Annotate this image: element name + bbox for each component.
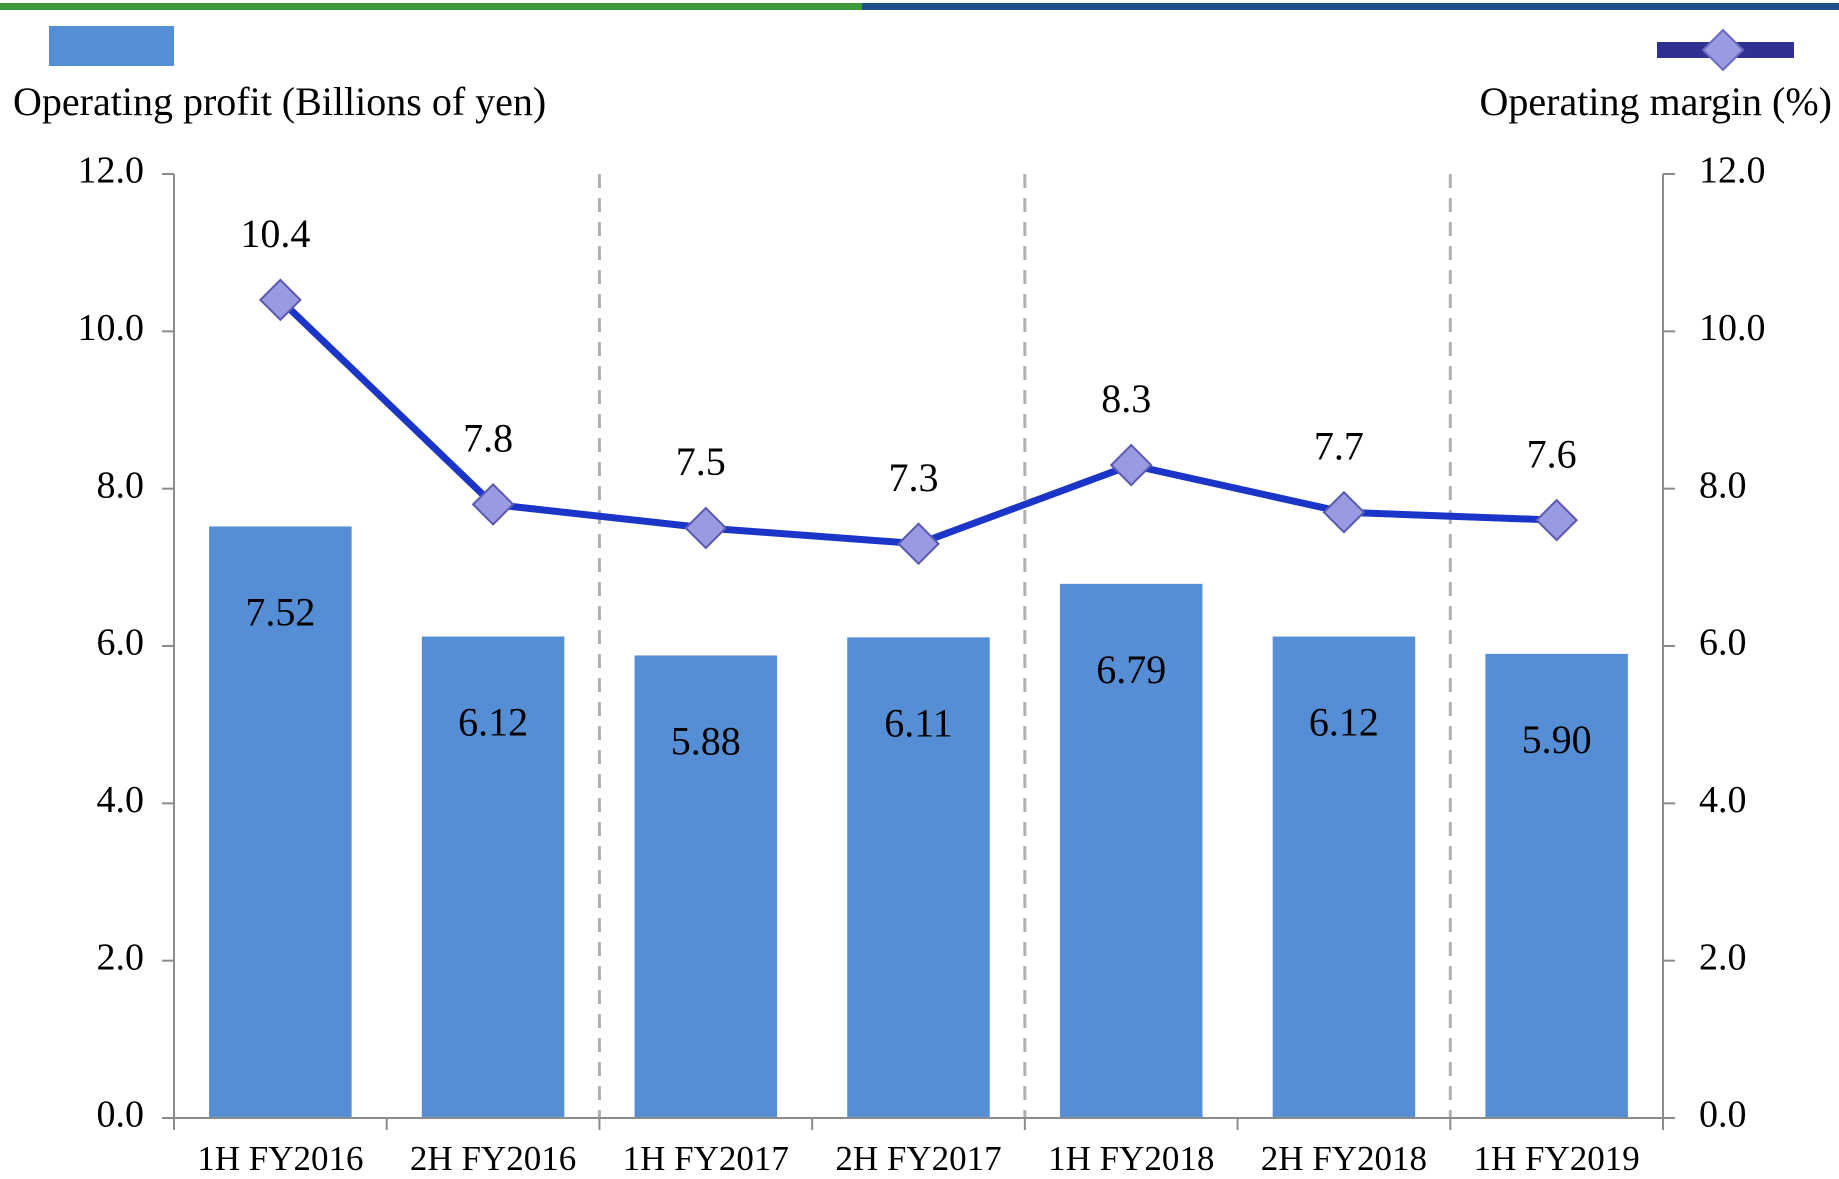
y-tick-label: 4.0: [97, 779, 145, 821]
line-value-label: 7.3: [889, 455, 939, 500]
bar-value-label: 5.88: [671, 719, 741, 764]
y2-tick-label: 12.0: [1699, 150, 1766, 192]
header-stripe-green: [0, 3, 862, 10]
line-marker: [1535, 498, 1579, 542]
line-marker: [897, 522, 940, 566]
y2-tick-label: 10.0: [1699, 307, 1766, 349]
line-marker: [1109, 443, 1153, 487]
bar: [1272, 636, 1416, 1118]
y-tick-label: 0.0: [97, 1094, 145, 1136]
y-tick-label: 6.0: [97, 622, 145, 664]
bar: [421, 636, 565, 1118]
x-tick-label: 2H FY2016: [410, 1139, 576, 1178]
line-value-label: 7.8: [463, 416, 513, 461]
bar: [1485, 653, 1628, 1118]
line-marker: [684, 506, 728, 550]
x-tick-label: 1H FY2019: [1474, 1139, 1640, 1178]
y2-tick-label: 6.0: [1699, 622, 1747, 664]
y-tick-label: 10.0: [78, 307, 145, 349]
header-stripe-blue: [862, 3, 1839, 10]
line-value-label: 7.7: [1314, 423, 1364, 468]
line-marker: [258, 278, 302, 322]
bar-value-label: 6.79: [1096, 647, 1166, 692]
x-tick-label: 2H FY2017: [835, 1139, 1001, 1178]
legend-label: Operating profit (Billions of yen): [13, 79, 546, 124]
bar-value-label: 6.12: [458, 700, 528, 745]
legend-swatch-bar: [49, 26, 174, 66]
x-tick-label: 2H FY2018: [1261, 1139, 1427, 1178]
line-value-label: 10.4: [240, 211, 310, 256]
line-value-label: 7.5: [676, 439, 726, 484]
y-tick-label: 8.0: [97, 464, 145, 506]
y2-tick-label: 8.0: [1699, 464, 1747, 506]
bar: [634, 655, 778, 1118]
bar: [1059, 583, 1203, 1118]
x-tick-label: 1H FY2018: [1048, 1139, 1214, 1178]
bar: [209, 526, 352, 1118]
line-value-label: 7.6: [1527, 431, 1577, 476]
bar-value-label: 6.11: [884, 701, 953, 746]
y-tick-label: 12.0: [78, 150, 145, 192]
y-tick-label: 2.0: [97, 936, 145, 978]
bar: [847, 637, 990, 1118]
y2-tick-label: 2.0: [1699, 936, 1747, 978]
bar-value-label: 5.90: [1522, 717, 1592, 762]
y2-tick-label: 4.0: [1699, 779, 1747, 821]
line-marker: [471, 482, 515, 526]
legend-swatch-marker: [1701, 28, 1745, 72]
x-tick-label: 1H FY2016: [197, 1139, 363, 1178]
line-value-label: 8.3: [1101, 376, 1151, 421]
y2-tick-label: 0.0: [1699, 1094, 1747, 1136]
bar-value-label: 6.12: [1309, 700, 1379, 745]
bar-value-label: 7.52: [245, 590, 315, 635]
line-marker: [1322, 490, 1366, 534]
x-tick-label: 1H FY2017: [623, 1139, 789, 1178]
legend-label: Operating margin (%): [1480, 79, 1832, 124]
